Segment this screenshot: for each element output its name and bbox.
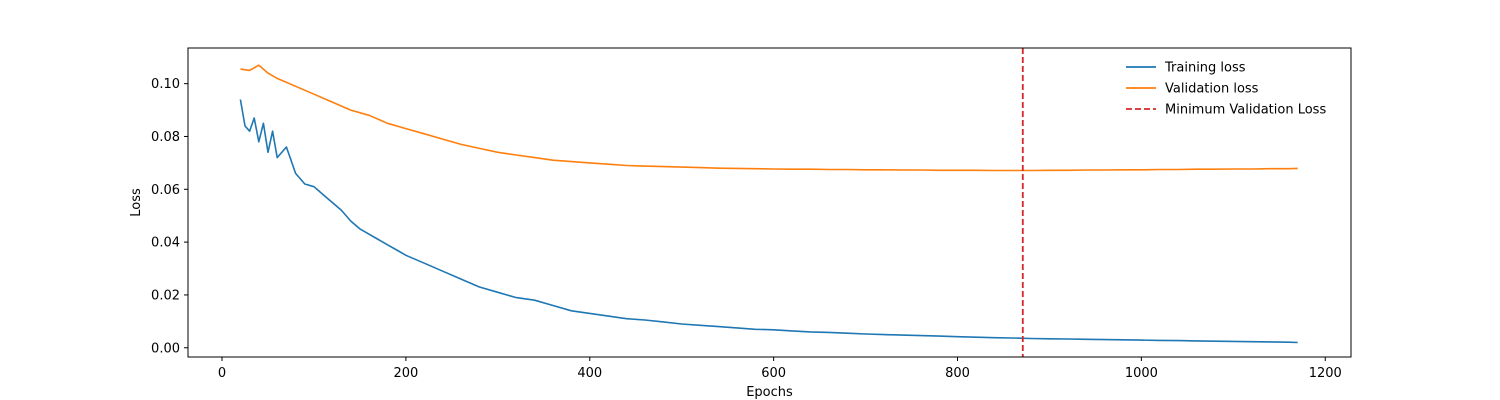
- x-axis-label: Epochs: [746, 385, 793, 400]
- x-tick-label: 800: [945, 366, 970, 381]
- x-tick-label: 600: [761, 366, 786, 381]
- legend-item: Training loss: [1126, 61, 1246, 76]
- y-tick-label: 0.02: [151, 288, 180, 303]
- y-axis-label: Loss: [129, 188, 144, 217]
- series-line-1: [239, 99, 1298, 344]
- x-axis-ticks: 0 200 400 600 800 1000 1200: [218, 357, 1342, 381]
- legend-label: Minimum Validation Loss: [1165, 103, 1326, 118]
- plot-content: [239, 48, 1298, 357]
- y-tick-label: 0.00: [151, 341, 180, 356]
- y-tick-label: 0.06: [151, 183, 180, 198]
- legend-item: Minimum Validation Loss: [1126, 103, 1326, 118]
- legend-label: Training loss: [1164, 61, 1246, 76]
- x-tick-label: 400: [577, 366, 602, 381]
- y-tick-label: 0.04: [151, 236, 180, 251]
- x-tick-label: 1200: [1309, 366, 1342, 381]
- legend: Training loss Validation loss Minimum Vali…: [1126, 61, 1326, 118]
- legend-label: Validation loss: [1165, 82, 1259, 97]
- x-tick-label: 0: [218, 366, 226, 381]
- plot-frame: [187, 47, 1352, 358]
- y-tick-label: 0.08: [151, 130, 180, 145]
- legend-item: Validation loss: [1126, 82, 1259, 97]
- x-tick-label: 1000: [1125, 366, 1158, 381]
- y-axis-ticks: 0.00 0.02 0.04 0.06 0.08 0.10: [151, 77, 188, 356]
- y-tick-label: 0.10: [151, 77, 180, 92]
- x-tick-label: 200: [393, 366, 418, 381]
- series-line-2: [240, 64, 1298, 172]
